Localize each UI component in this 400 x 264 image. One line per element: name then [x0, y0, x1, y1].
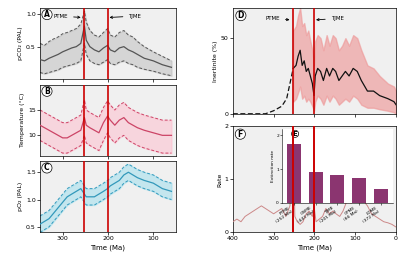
Text: TJME: TJME: [317, 16, 344, 21]
Y-axis label: Rate: Rate: [217, 172, 222, 187]
Text: TJME: TJME: [110, 14, 141, 18]
Text: A: A: [44, 10, 50, 19]
Y-axis label: pCO₂ (PAL): pCO₂ (PAL): [18, 27, 23, 60]
Text: D: D: [238, 11, 244, 20]
Text: F: F: [238, 130, 243, 139]
Text: B: B: [44, 87, 50, 96]
X-axis label: Time (Ma): Time (Ma): [90, 244, 126, 251]
Text: PTME: PTME: [266, 16, 289, 21]
X-axis label: Time (Ma): Time (Ma): [297, 244, 332, 251]
Text: C: C: [44, 163, 50, 172]
Y-axis label: pO₂ (PAL): pO₂ (PAL): [18, 182, 23, 211]
Text: PTME: PTME: [54, 14, 80, 18]
Y-axis label: Temperature (°C): Temperature (°C): [20, 93, 25, 147]
Y-axis label: Inertinite (%): Inertinite (%): [213, 40, 218, 82]
